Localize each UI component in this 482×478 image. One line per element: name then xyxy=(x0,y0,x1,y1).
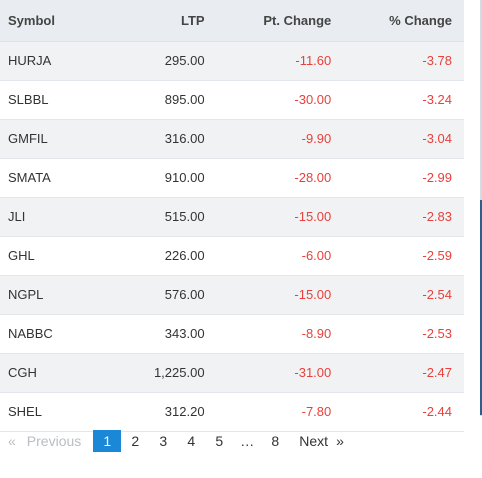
table-row[interactable]: GMFIL 316.00 -9.90 -3.04 xyxy=(0,119,464,158)
table-row[interactable]: JLI 515.00 -15.00 -2.83 xyxy=(0,197,464,236)
pt-change-cell: -31.00 xyxy=(294,365,332,380)
pt-change-cell: -15.00 xyxy=(294,287,332,302)
pct-change-cell: -3.04 xyxy=(422,131,452,146)
pct-change-cell: -2.59 xyxy=(422,248,452,263)
scrollbar-thumb[interactable] xyxy=(480,200,482,415)
table-row[interactable]: NGPL 576.00 -15.00 -2.54 xyxy=(0,275,464,314)
ltp-cell: 515.00 xyxy=(164,209,205,224)
stock-table: Symbol LTP Pt. Change % Change HURJA 295… xyxy=(0,0,464,431)
header-symbol[interactable]: Symbol xyxy=(0,0,101,42)
table-header-row: Symbol LTP Pt. Change % Change xyxy=(0,0,464,42)
pct-change-cell: -2.99 xyxy=(422,170,452,185)
table-row[interactable]: SHEL 312.20 -7.80 -2.44 xyxy=(0,392,464,431)
pct-change-cell: -3.78 xyxy=(422,53,452,68)
next-arrow-icon[interactable]: » xyxy=(336,433,344,449)
pct-change-cell: -2.53 xyxy=(422,326,452,341)
pct-change-cell: -2.54 xyxy=(422,287,452,302)
ltp-cell: 316.00 xyxy=(164,131,205,146)
pt-change-cell: -11.60 xyxy=(295,53,332,68)
symbol-cell[interactable]: NABBC xyxy=(8,326,53,341)
symbol-cell[interactable]: CGH xyxy=(8,365,37,380)
table-row[interactable]: GHL 226.00 -6.00 -2.59 xyxy=(0,236,464,275)
pct-change-cell: -2.83 xyxy=(422,209,452,224)
ltp-cell: 895.00 xyxy=(164,92,205,107)
previous-button: Previous xyxy=(26,433,82,449)
table-row[interactable]: HURJA 295.00 -11.60 -3.78 xyxy=(0,41,464,80)
ltp-cell: 312.20 xyxy=(164,404,205,419)
next-button[interactable]: Next xyxy=(299,433,329,449)
ltp-cell: 343.00 xyxy=(164,326,205,341)
header-pct-change[interactable]: % Change xyxy=(331,0,464,42)
ltp-cell: 226.00 xyxy=(164,248,205,263)
pagination: « Previous 1 2 3 4 5 … 8 Next » xyxy=(0,430,344,452)
table-row[interactable]: NABBC 343.00 -8.90 -2.53 xyxy=(0,314,464,353)
pt-change-cell: -8.90 xyxy=(301,326,332,341)
pct-change-cell: -3.24 xyxy=(422,92,452,107)
pct-change-cell: -2.47 xyxy=(422,365,452,380)
ltp-cell: 576.00 xyxy=(164,287,205,302)
table-row[interactable]: CGH 1,225.00 -31.00 -2.47 xyxy=(0,353,464,392)
symbol-cell[interactable]: HURJA xyxy=(8,53,52,68)
pt-change-cell: -15.00 xyxy=(294,209,332,224)
page-button-3[interactable]: 3 xyxy=(159,433,168,449)
page-button-4[interactable]: 4 xyxy=(187,433,196,449)
pt-change-cell: -6.00 xyxy=(301,248,332,263)
page-button-5[interactable]: 5 xyxy=(215,433,224,449)
header-ltp[interactable]: LTP xyxy=(100,0,211,42)
symbol-cell[interactable]: NGPL xyxy=(8,287,44,302)
table-row[interactable]: SMATA 910.00 -28.00 -2.99 xyxy=(0,158,464,197)
symbol-cell[interactable]: SMATA xyxy=(8,170,51,185)
page-button-1[interactable]: 1 xyxy=(93,430,122,452)
pt-change-cell: -7.80 xyxy=(301,404,332,419)
symbol-cell[interactable]: GHL xyxy=(8,248,35,263)
ltp-cell: 1,225.00 xyxy=(153,365,205,380)
pt-change-cell: -30.00 xyxy=(294,92,332,107)
page-ellipsis: … xyxy=(240,433,255,449)
header-pt-change[interactable]: Pt. Change xyxy=(210,0,332,42)
page-button-8[interactable]: 8 xyxy=(271,433,280,449)
symbol-cell[interactable]: GMFIL xyxy=(8,131,48,146)
pt-change-cell: -9.90 xyxy=(301,131,332,146)
page-button-2[interactable]: 2 xyxy=(131,433,140,449)
pct-change-cell: -2.44 xyxy=(422,404,452,419)
symbol-cell[interactable]: SHEL xyxy=(8,404,42,419)
symbol-cell[interactable]: JLI xyxy=(8,209,26,224)
previous-arrow-icon: « xyxy=(8,433,16,449)
symbol-cell[interactable]: SLBBL xyxy=(8,92,49,107)
ltp-cell: 910.00 xyxy=(164,170,205,185)
table-row[interactable]: SLBBL 895.00 -30.00 -3.24 xyxy=(0,80,464,119)
pt-change-cell: -28.00 xyxy=(294,170,332,185)
ltp-cell: 295.00 xyxy=(164,53,205,68)
